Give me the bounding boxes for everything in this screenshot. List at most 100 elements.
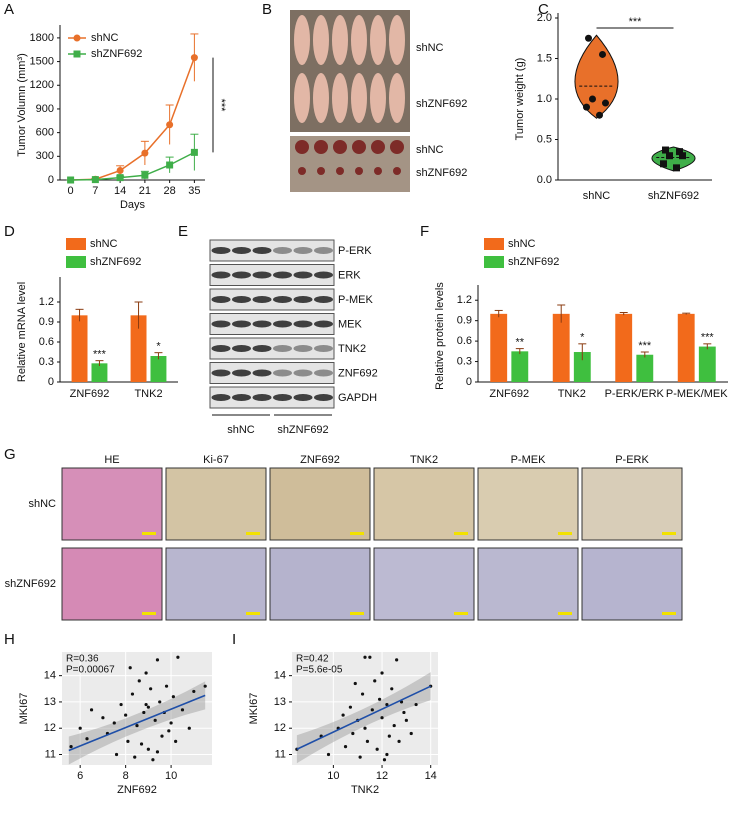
tumor-photo (290, 136, 410, 192)
point (169, 721, 173, 725)
x-tick-label: 0 (68, 185, 74, 197)
point (378, 697, 382, 701)
bar (636, 354, 654, 382)
x-tick-label: 14 (425, 770, 437, 782)
blot-band (273, 345, 292, 352)
legend-label: shZNF692 (90, 256, 141, 268)
blot-band (252, 296, 272, 303)
stat-label: R=0.42 (296, 654, 329, 665)
point (164, 684, 169, 688)
ihc-image (581, 467, 683, 541)
mouse (332, 15, 348, 65)
blot-band (211, 320, 231, 328)
ihc-image (477, 467, 579, 541)
blot-band (293, 394, 313, 401)
point (133, 755, 137, 759)
marker (166, 161, 174, 169)
tumor (374, 167, 382, 175)
tumor (314, 140, 328, 154)
x-tick-label: P-ERK/ERK (605, 388, 665, 400)
point (373, 679, 377, 683)
blot-label: TNK2 (338, 343, 366, 355)
point (85, 737, 89, 741)
bar (511, 351, 529, 382)
ihc-image (165, 547, 267, 621)
blot-band (293, 369, 313, 377)
panel-letter: I (232, 631, 236, 648)
point (343, 745, 348, 749)
blot-band (293, 271, 313, 279)
point (144, 702, 148, 707)
scale-bar (558, 612, 572, 615)
scale-bar (246, 532, 260, 535)
marker (660, 160, 667, 168)
y-tick-label: 11 (45, 748, 56, 760)
point (180, 708, 185, 712)
point (192, 689, 196, 694)
blot-band (252, 394, 272, 401)
scale-bar (142, 612, 156, 615)
marker (190, 54, 198, 62)
scale-bar (662, 612, 676, 615)
legend-label: shZNF692 (508, 256, 559, 268)
y-axis-label: Relative mRNA level (16, 282, 28, 382)
y-tick-label: 0 (48, 174, 54, 186)
mouse (389, 73, 405, 123)
point (176, 655, 180, 659)
blot-band (211, 247, 231, 254)
x-axis-label: ZNF692 (117, 784, 157, 796)
blot-label: P-MEK (338, 294, 374, 306)
blot-band (232, 247, 251, 254)
blot-strip (209, 362, 335, 384)
tumor (390, 140, 404, 154)
significance: *** (701, 332, 715, 344)
fit-line (296, 685, 432, 750)
point (151, 758, 155, 762)
point (146, 747, 150, 751)
point (142, 710, 146, 715)
column-label: HE (104, 454, 119, 466)
y-tick-label: 300 (36, 150, 54, 162)
blot-band (293, 247, 313, 254)
photo-label: shNC (416, 42, 444, 54)
x-tick-label: shZNF692 (648, 190, 699, 202)
point (135, 723, 139, 728)
blot-label: GAPDH (338, 392, 377, 404)
point (149, 687, 153, 691)
panel-letter: C (538, 1, 549, 18)
stat-label: P=0.00067 (66, 665, 115, 676)
marker (116, 167, 124, 175)
point (380, 671, 384, 675)
blot-band (314, 247, 333, 254)
y-tick-label: 13 (44, 696, 56, 708)
blot-band (252, 247, 272, 254)
y-tick-label: 900 (36, 103, 54, 115)
y-tick-label: 2.0 (537, 12, 552, 24)
point (414, 702, 418, 707)
legend-label: shNC (90, 238, 118, 250)
point (348, 705, 352, 709)
column-label: TNK2 (410, 454, 438, 466)
legend-swatch (66, 238, 86, 250)
blot-label: ERK (338, 269, 361, 281)
point (69, 745, 73, 749)
point (124, 713, 128, 717)
point (351, 731, 355, 736)
photo-label: shNC (416, 144, 444, 156)
point (392, 723, 396, 728)
bar (677, 313, 695, 382)
point (360, 692, 365, 696)
scale-bar (246, 612, 260, 615)
blot-band (211, 271, 231, 279)
blot-band (211, 345, 231, 352)
marker (166, 121, 174, 129)
blot-band (232, 320, 251, 328)
y-tick-label: 0 (48, 376, 54, 388)
mouse (313, 73, 329, 123)
point (368, 655, 372, 659)
marker (585, 34, 592, 42)
x-tick-label: 8 (123, 770, 129, 782)
mouse (294, 73, 310, 123)
legend-swatch (484, 238, 504, 250)
